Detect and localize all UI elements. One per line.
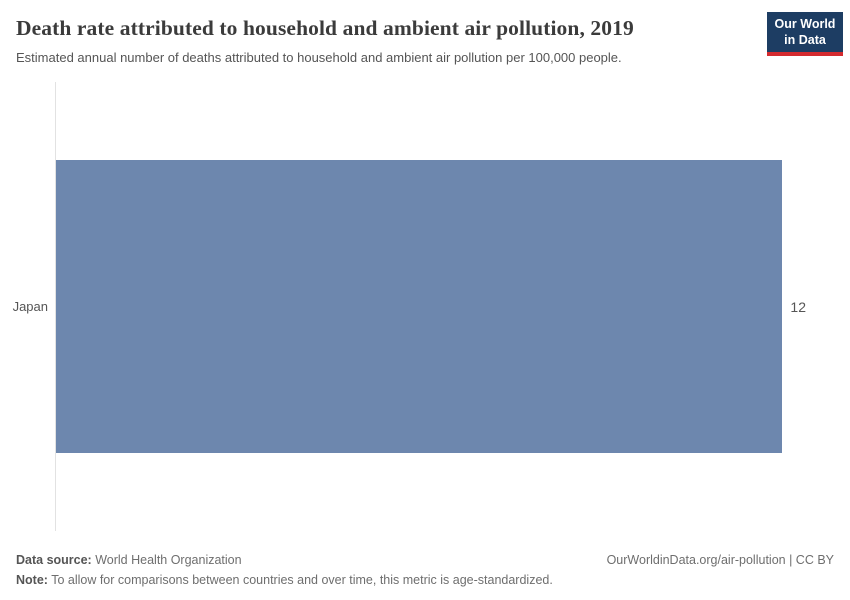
y-axis-line: [55, 82, 56, 531]
chart-subtitle: Estimated annual number of deaths attrib…: [16, 49, 622, 65]
data-source-line: Data source: World Health Organization: [16, 550, 242, 570]
license-link[interactable]: OurWorldinData.org/air-pollution | CC BY: [606, 553, 834, 567]
bar-row-japan: 12: [56, 160, 806, 453]
data-source-label: Data source:: [16, 553, 92, 567]
bar-japan[interactable]: [56, 160, 783, 453]
note-value: To allow for comparisons between countri…: [51, 573, 553, 587]
chart-title: Death rate attributed to household and a…: [16, 16, 634, 40]
bar-chart: Japan 12: [0, 82, 850, 531]
note-line: Note: To allow for comparisons between c…: [16, 570, 834, 590]
chart-header: Death rate attributed to household and a…: [0, 0, 850, 67]
data-source-value: World Health Organization: [95, 553, 242, 567]
owid-logo[interactable]: Our World in Data: [767, 12, 843, 57]
chart-footer: Data source: World Health Organization O…: [16, 550, 834, 590]
owid-logo-line2: in Data: [784, 32, 826, 47]
owid-logo-line1: Our World: [774, 17, 836, 31]
bar-value-label: 12: [790, 298, 806, 315]
entity-label-japan: Japan: [12, 299, 48, 314]
note-label: Note:: [16, 573, 48, 587]
